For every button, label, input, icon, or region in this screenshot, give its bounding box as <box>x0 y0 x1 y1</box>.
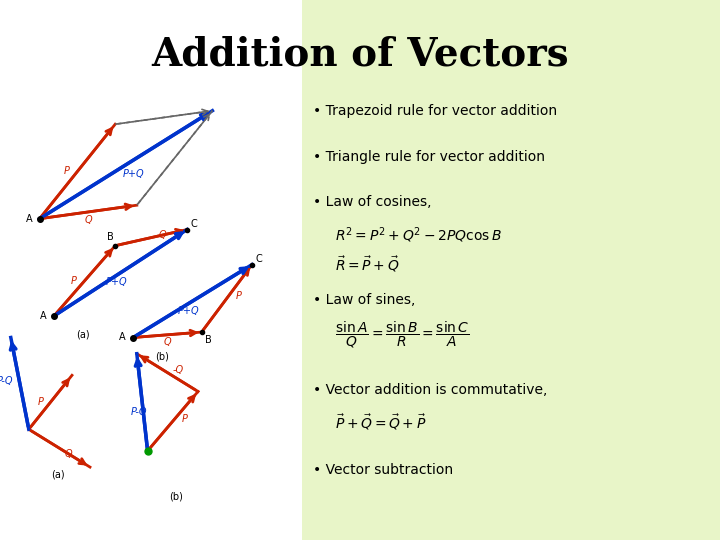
Text: P-Q: P-Q <box>0 376 14 386</box>
Text: A: A <box>120 333 126 342</box>
Text: C: C <box>191 219 197 229</box>
Text: B: B <box>107 232 113 242</box>
Text: Q: Q <box>158 230 166 240</box>
Text: P+Q: P+Q <box>122 170 144 179</box>
Text: C: C <box>256 254 262 264</box>
Text: P+Q: P+Q <box>106 278 128 287</box>
Text: Q: Q <box>163 338 171 347</box>
Text: A: A <box>40 311 47 321</box>
Text: $\vec{R} = \vec{P} + \vec{Q}$: $\vec{R} = \vec{P} + \vec{Q}$ <box>335 255 399 274</box>
Text: P: P <box>38 397 44 407</box>
Text: • Law of cosines,: • Law of cosines, <box>313 195 432 210</box>
Text: B: B <box>205 335 212 345</box>
Bar <box>0 0 302 540</box>
Text: Q: Q <box>84 215 92 225</box>
Text: (a): (a) <box>76 329 89 340</box>
Text: • Vector addition is commutative,: • Vector addition is commutative, <box>313 383 548 397</box>
Text: P: P <box>63 166 70 177</box>
Text: • Law of sines,: • Law of sines, <box>313 293 415 307</box>
Text: (b): (b) <box>155 351 169 361</box>
Text: $\vec{P} + \vec{Q} = \vec{Q} + \vec{P}$: $\vec{P} + \vec{Q} = \vec{Q} + \vec{P}$ <box>335 413 426 432</box>
Text: • Triangle rule for vector addition: • Triangle rule for vector addition <box>313 150 545 164</box>
Text: $\dfrac{\sin A}{Q} = \dfrac{\sin B}{R} = \dfrac{\sin C}{A}$: $\dfrac{\sin A}{Q} = \dfrac{\sin B}{R} =… <box>335 320 469 350</box>
Text: P: P <box>181 414 187 423</box>
Bar <box>302 0 720 540</box>
Text: P+Q: P+Q <box>178 306 200 316</box>
Text: A: A <box>26 214 32 224</box>
Text: (a): (a) <box>51 470 64 480</box>
Text: • Vector subtraction: • Vector subtraction <box>313 463 454 477</box>
Text: • Trapezoid rule for vector addition: • Trapezoid rule for vector addition <box>313 104 557 118</box>
Text: (b): (b) <box>169 491 184 502</box>
Text: $R^2 = P^2 + Q^2 - 2PQ\cos B$: $R^2 = P^2 + Q^2 - 2PQ\cos B$ <box>335 225 502 245</box>
Text: P: P <box>235 291 241 301</box>
Text: -Q: -Q <box>173 365 184 375</box>
Text: Addition of Vectors: Addition of Vectors <box>151 35 569 73</box>
Text: P-Q: P-Q <box>130 407 147 417</box>
Text: Q: Q <box>65 449 73 458</box>
Text: P: P <box>71 276 77 286</box>
